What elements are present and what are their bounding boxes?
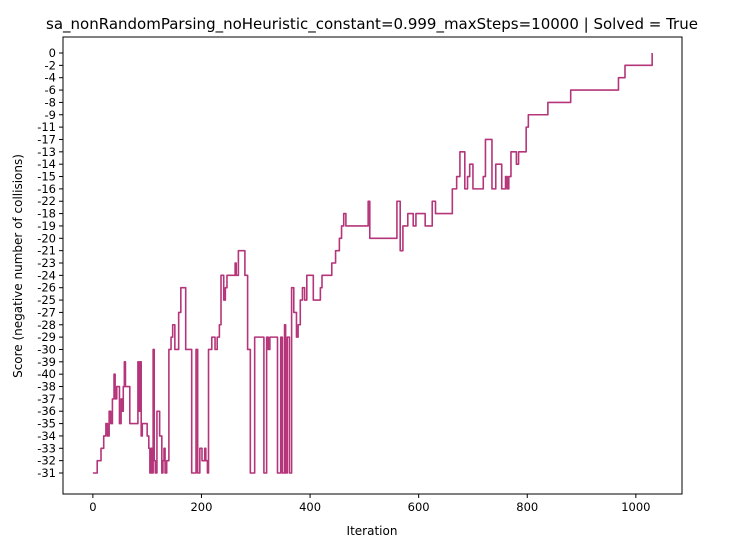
y-tick-label: -6 xyxy=(45,83,56,97)
y-tick-label: -38 xyxy=(37,380,56,394)
y-tick-label: -15 xyxy=(37,170,56,184)
y-tick-label: -39 xyxy=(37,355,56,369)
y-tick-label: -21 xyxy=(37,244,56,258)
y-tick-label: -18 xyxy=(37,207,56,221)
y-tick-label: -29 xyxy=(37,330,56,344)
y-tick-label: -11 xyxy=(37,120,56,134)
y-tick-label: -14 xyxy=(37,157,56,171)
y-tick-label: -17 xyxy=(37,132,56,146)
y-tick-label: -31 xyxy=(37,466,56,480)
y-tick-label: -32 xyxy=(37,454,56,468)
x-axis: 0 200 400 600 800 1000 xyxy=(89,494,650,514)
y-tick-label: -24 xyxy=(37,268,56,282)
y-tick-label: -26 xyxy=(37,281,56,295)
y-tick-label: -20 xyxy=(37,231,56,245)
y-tick-label: -22 xyxy=(37,194,56,208)
x-axis-title: Iteration xyxy=(347,524,398,538)
y-tick-label: -9 xyxy=(45,108,56,122)
y-axis: -31-32-33-34-35-36-37-38-40-39-30-29-28-… xyxy=(37,46,63,480)
y-tick-label: -23 xyxy=(37,256,56,270)
x-tick-label: 200 xyxy=(190,500,212,514)
x-tick-label: 600 xyxy=(408,500,430,514)
y-tick-label: -27 xyxy=(37,305,56,319)
plot-frame xyxy=(62,36,683,495)
y-tick-label: -19 xyxy=(37,219,56,233)
x-tick-label: 0 xyxy=(89,500,96,514)
y-tick-label: -16 xyxy=(37,182,56,196)
y-tick-label: 0 xyxy=(49,46,56,60)
y-tick-label: -28 xyxy=(37,318,56,332)
y-tick-label: -25 xyxy=(37,293,56,307)
y-axis-title: Score (negative number of collisions) xyxy=(11,154,25,378)
chart-title: sa_nonRandomParsing_noHeuristic_constant… xyxy=(46,15,698,34)
y-tick-label: -30 xyxy=(37,342,56,356)
y-tick-label: -4 xyxy=(45,71,56,85)
y-tick-label: -33 xyxy=(37,441,56,455)
y-tick-label: -13 xyxy=(37,145,56,159)
x-tick-label: 1000 xyxy=(621,500,650,514)
y-tick-label: -37 xyxy=(37,392,56,406)
y-tick-label: -2 xyxy=(45,58,56,72)
y-tick-label: -36 xyxy=(37,404,56,418)
series-layer xyxy=(92,53,653,474)
x-tick-label: 800 xyxy=(516,500,538,514)
y-tick-label: -8 xyxy=(45,95,56,109)
series-line xyxy=(92,53,653,474)
x-tick-label: 400 xyxy=(299,500,321,514)
y-tick-label: -40 xyxy=(37,367,56,381)
y-tick-label: -34 xyxy=(37,429,56,443)
y-tick-label: -35 xyxy=(37,417,56,431)
